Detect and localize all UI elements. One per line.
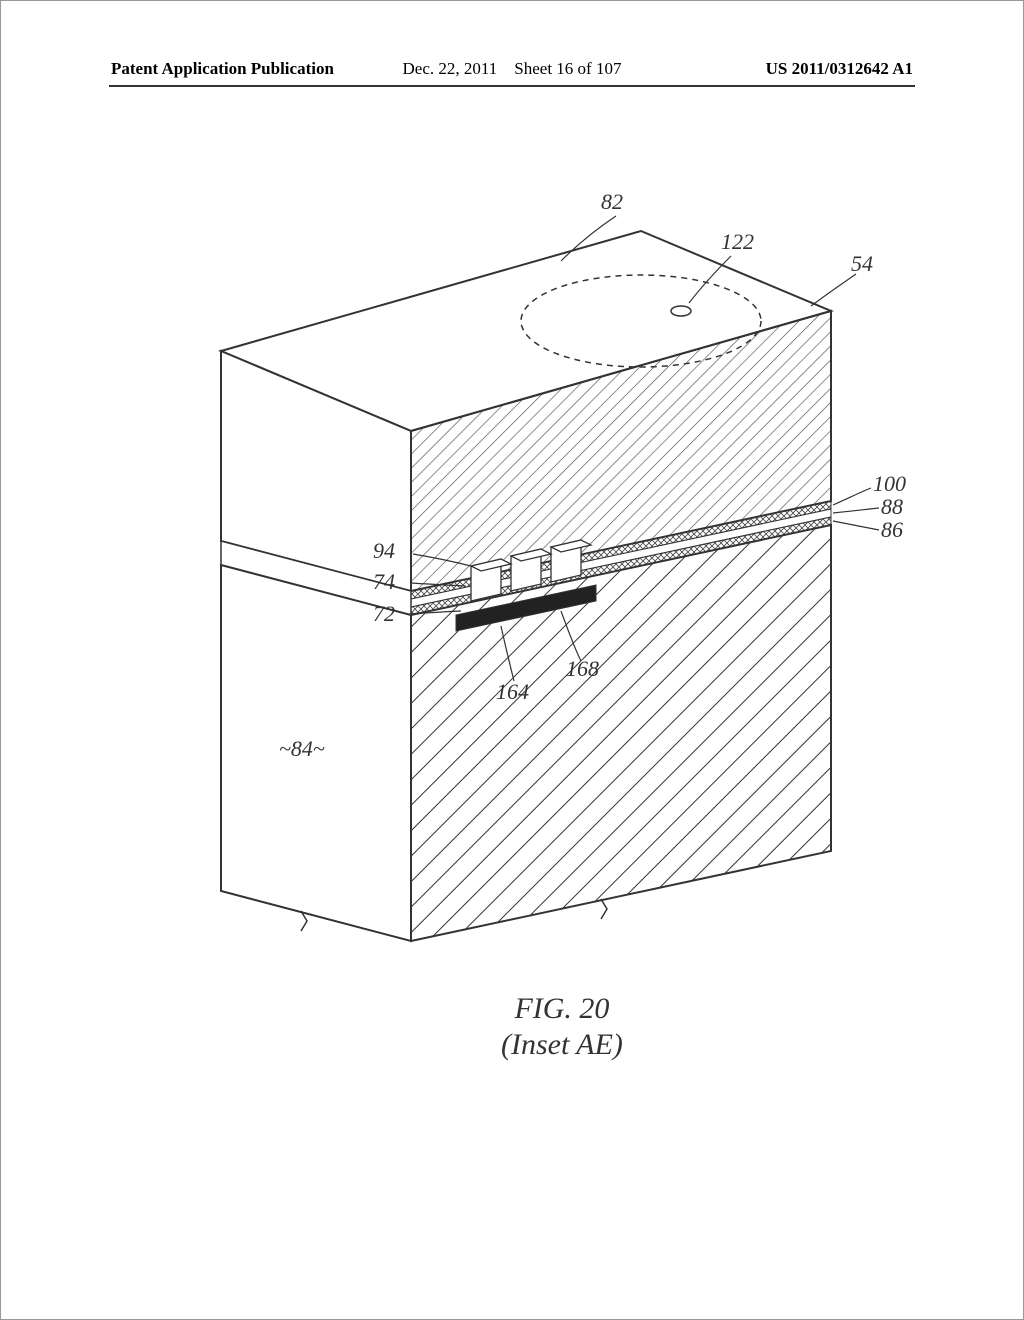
ref-168: 168 (566, 656, 599, 682)
header: Patent Application Publication Dec. 22, … (1, 59, 1023, 89)
header-pubno: US 2011/0312642 A1 (766, 59, 913, 79)
figure: 82 122 54 100 88 86 94 74 72 168 164 ~84… (1, 171, 1023, 1319)
ref-122: 122 (721, 229, 754, 255)
ref-86: 86 (881, 517, 903, 543)
figure-caption: FIG. 20 (Inset AE) (501, 991, 623, 1063)
patent-drawing (1, 171, 1024, 1071)
caption-line1: FIG. 20 (501, 991, 623, 1027)
header-rule (109, 85, 915, 87)
caption-line2: (Inset AE) (501, 1027, 623, 1063)
ref-72: 72 (373, 601, 395, 627)
ref-82: 82 (601, 189, 623, 215)
ref-164: 164 (496, 679, 529, 705)
page: Patent Application Publication Dec. 22, … (0, 0, 1024, 1320)
hole-122 (671, 306, 691, 316)
header-date: Dec. 22, 2011 (403, 59, 498, 78)
break-mark-right (601, 899, 607, 919)
ref-54: 54 (851, 251, 873, 277)
ref-74: 74 (373, 569, 395, 595)
ref-84: ~84~ (279, 736, 325, 762)
ref-94: 94 (373, 538, 395, 564)
header-sheet: Sheet 16 of 107 (514, 59, 621, 78)
